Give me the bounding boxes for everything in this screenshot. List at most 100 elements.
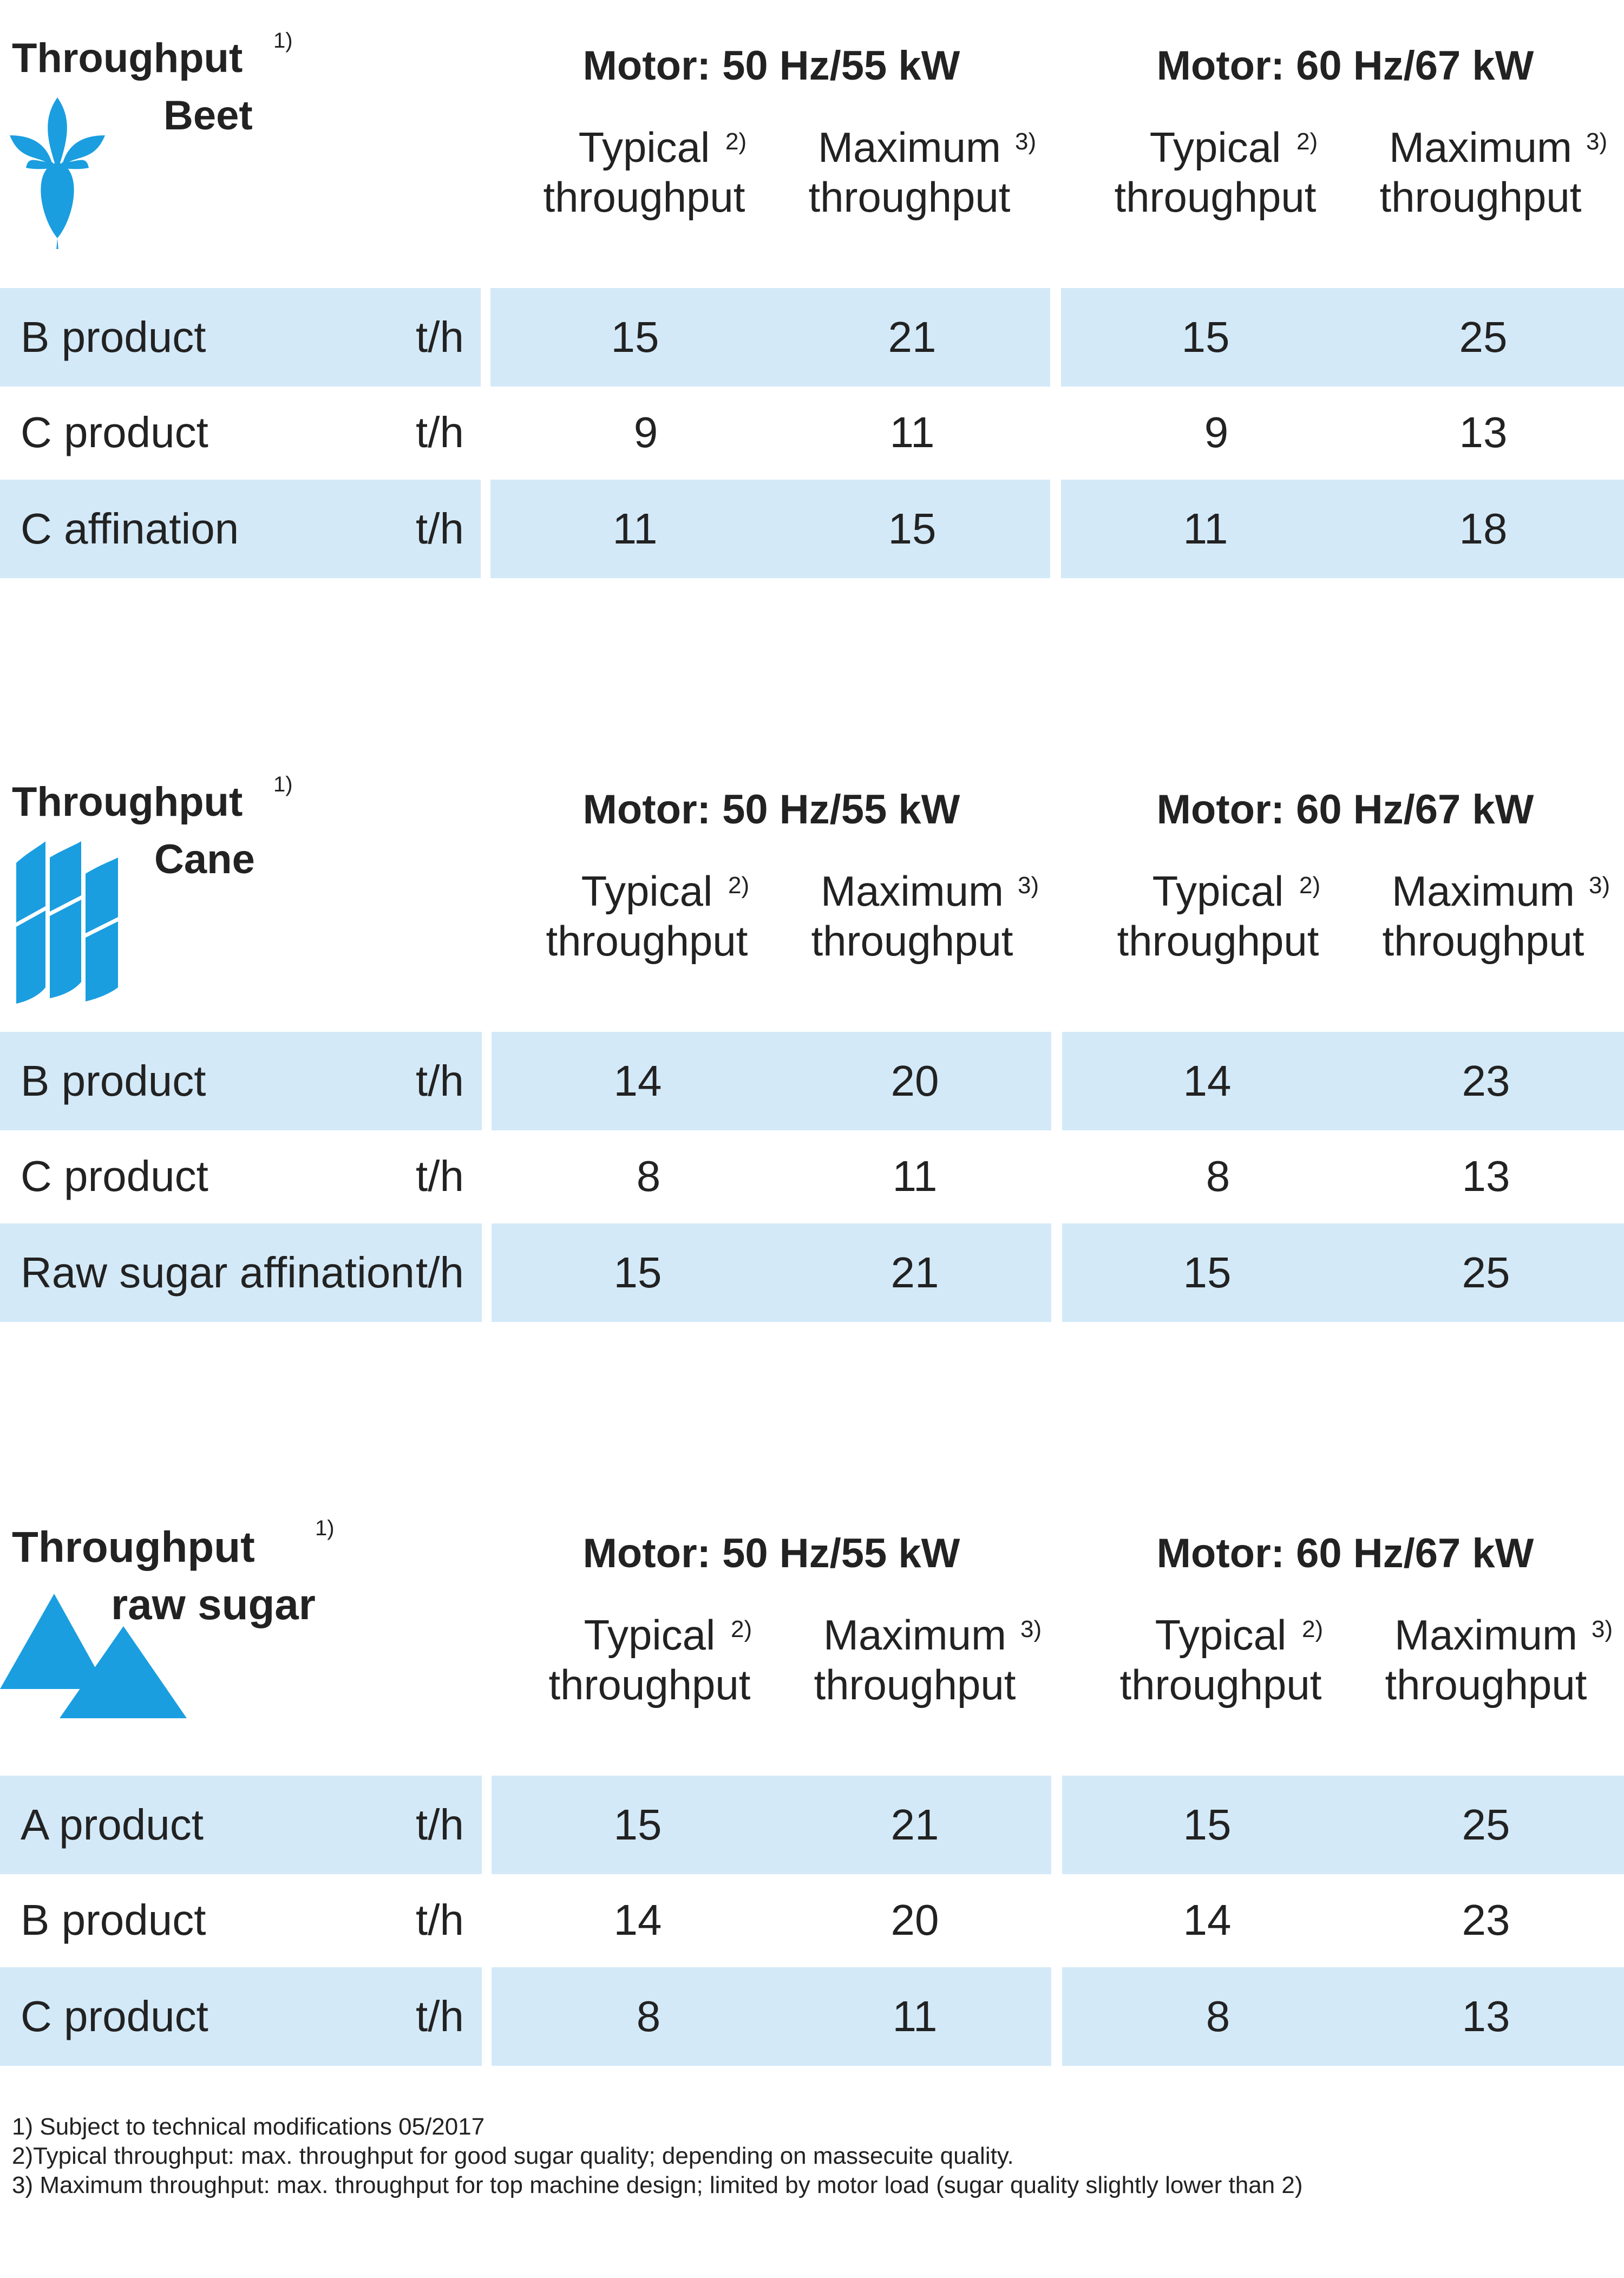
maximum-throughput-header-50hz: Maximum 3) throughput: [811, 867, 1039, 965]
maximum-60hz-value: 13: [1462, 1152, 1510, 1200]
motor-50hz-header: Motor: 50 Hz/55 kW: [582, 1530, 960, 1576]
maximum-50hz-value: 11: [889, 408, 935, 456]
typical-throughput-header-60hz: Typical 2) throughput: [1117, 867, 1321, 965]
row-label: C product: [21, 1152, 208, 1200]
unit-label: t/h: [416, 1896, 464, 1944]
typical-throughput-header-60hz: Typical 2) throughput: [1114, 123, 1318, 221]
unit-label: t/h: [416, 408, 464, 456]
typical-50hz-value: 11: [612, 505, 658, 553]
table-row: B product t/h 14 20 14 23: [0, 1032, 1624, 1130]
table-row: C affination t/h 11 15 11 18: [0, 480, 1624, 578]
typical-throughput-header-50hz: Typical 2) throughput: [543, 123, 747, 221]
maximum-throughput-header-60hz: Maximum 3) throughput: [1379, 123, 1608, 221]
unit-label: t/h: [416, 1152, 464, 1200]
typical-50hz-value: 15: [611, 313, 659, 361]
typical-60hz-value: 8: [1206, 1152, 1230, 1200]
maximum-throughput-header-50hz: Maximum 3) throughput: [814, 1611, 1042, 1708]
maximum-50hz-value: 21: [888, 313, 937, 361]
beet-title-block: Throughput 1) Beet: [0, 0, 476, 260]
motor-50hz-header: Motor: 50 Hz/55 kW: [582, 43, 960, 89]
section-subtitle: raw sugar: [111, 1580, 316, 1628]
row-label: C product: [21, 1992, 208, 2040]
sugar-cane-icon: [16, 841, 118, 1004]
section-title: Throughput: [12, 1523, 255, 1571]
typical-60hz-value: 11: [1183, 505, 1228, 553]
maximum-50hz-value: 11: [892, 1152, 938, 1200]
typical-throughput-header-60hz: Typical 2) throughput: [1119, 1611, 1324, 1708]
maximum-50hz-value: 20: [890, 1896, 939, 1944]
maximum-60hz-value: 25: [1462, 1248, 1510, 1297]
maximum-60hz-value: 23: [1462, 1057, 1510, 1105]
row-label: A product: [21, 1801, 204, 1849]
typical-throughput-header-50hz: Typical 2) throughput: [546, 867, 750, 965]
typical-50hz-value: 8: [636, 1152, 661, 1200]
maximum-50hz-value: 21: [890, 1801, 939, 1849]
typical-50hz-value: 8: [636, 1992, 661, 2040]
row-label: C affination: [21, 505, 239, 553]
typical-60hz-value: 9: [1204, 408, 1229, 456]
title-footnote-marker: 1): [273, 773, 293, 796]
maximum-60hz-value: 13: [1459, 408, 1508, 456]
typical-50hz-value: 14: [613, 1896, 662, 1944]
unit-label: t/h: [416, 1057, 464, 1105]
title-footnote-marker: 1): [273, 29, 293, 53]
typical-50hz-value: 15: [613, 1248, 662, 1297]
unit-label: t/h: [416, 505, 464, 553]
row-label: B product: [21, 1896, 206, 1944]
row-label: C product: [21, 408, 208, 456]
maximum-60hz-value: 25: [1459, 313, 1508, 361]
beet-icon: [10, 97, 105, 249]
table-row: C product t/h 9 11 9 13: [0, 383, 1624, 482]
typical-60hz-value: 15: [1183, 1248, 1232, 1297]
typical-throughput-header-50hz: Typical 2) throughput: [548, 1611, 752, 1708]
typical-60hz-value: 14: [1183, 1896, 1232, 1944]
footnote-2: 2)Typical throughput: max. throughput fo…: [12, 2143, 1014, 2169]
typical-50hz-value: 9: [633, 408, 658, 456]
section-title: Throughput: [12, 779, 243, 825]
section-subtitle: Beet: [163, 93, 253, 139]
table-row: C product t/h 8 11 8 13: [0, 1127, 1624, 1226]
table-row: Raw sugar affination t/h 15 21 15 25: [0, 1223, 1624, 1322]
maximum-50hz-value: 15: [888, 505, 937, 553]
unit-label: t/h: [416, 1992, 464, 2040]
cane-title-block: Throughput 1) Cane: [0, 744, 476, 1004]
maximum-throughput-header-60hz: Maximum 3) throughput: [1385, 1611, 1613, 1708]
table-row: A product t/h 15 21 15 25: [0, 1776, 1624, 1874]
footnotes: 1) Subject to technical modifications 05…: [12, 2112, 1303, 2200]
title-footnote-marker: 1): [315, 1516, 335, 1540]
row-label: Raw sugar affination: [21, 1248, 415, 1297]
typical-60hz-value: 15: [1181, 313, 1230, 361]
motor-50hz-header: Motor: 50 Hz/55 kW: [582, 787, 960, 833]
raw-sugar-title-block: Throughput 1) raw sugar: [0, 1488, 476, 1747]
row-label: B product: [21, 1057, 206, 1105]
unit-label: t/h: [416, 1248, 464, 1297]
typical-50hz-value: 14: [613, 1057, 662, 1105]
typical-60hz-value: 14: [1183, 1057, 1232, 1105]
table-row: B product t/h 15 21 15 25: [0, 288, 1624, 387]
raw-sugar-icon: [0, 1594, 187, 1718]
footnote-1: 1) Subject to technical modifications 05…: [12, 2113, 485, 2140]
section-title: Throughput: [12, 35, 243, 81]
maximum-50hz-value: 20: [890, 1057, 939, 1105]
typical-50hz-value: 15: [613, 1801, 662, 1849]
maximum-60hz-value: 18: [1459, 505, 1508, 553]
maximum-60hz-value: 25: [1462, 1801, 1510, 1849]
motor-60hz-header: Motor: 60 Hz/67 kW: [1156, 787, 1534, 833]
unit-label: t/h: [416, 313, 464, 361]
maximum-50hz-value: 21: [890, 1248, 939, 1297]
maximum-throughput-header-50hz: Maximum 3) throughput: [808, 123, 1037, 221]
motor-60hz-header: Motor: 60 Hz/67 kW: [1156, 43, 1534, 89]
typical-60hz-value: 8: [1206, 1992, 1230, 2040]
maximum-60hz-value: 13: [1462, 1992, 1510, 2040]
motor-60hz-header: Motor: 60 Hz/67 kW: [1156, 1530, 1534, 1576]
typical-60hz-value: 15: [1183, 1801, 1232, 1849]
table-row: C product t/h 8 11 8 13: [0, 1967, 1624, 2066]
footnote-3: 3) Maximum throughput: max. throughput f…: [12, 2172, 1303, 2198]
row-label: B product: [21, 313, 206, 361]
maximum-60hz-value: 23: [1462, 1896, 1510, 1944]
unit-label: t/h: [416, 1801, 464, 1849]
section-subtitle: Cane: [154, 836, 255, 882]
table-row: B product t/h 14 20 14 23: [0, 1871, 1624, 1969]
maximum-50hz-value: 11: [892, 1992, 938, 2040]
maximum-throughput-header-60hz: Maximum 3) throughput: [1382, 867, 1610, 965]
